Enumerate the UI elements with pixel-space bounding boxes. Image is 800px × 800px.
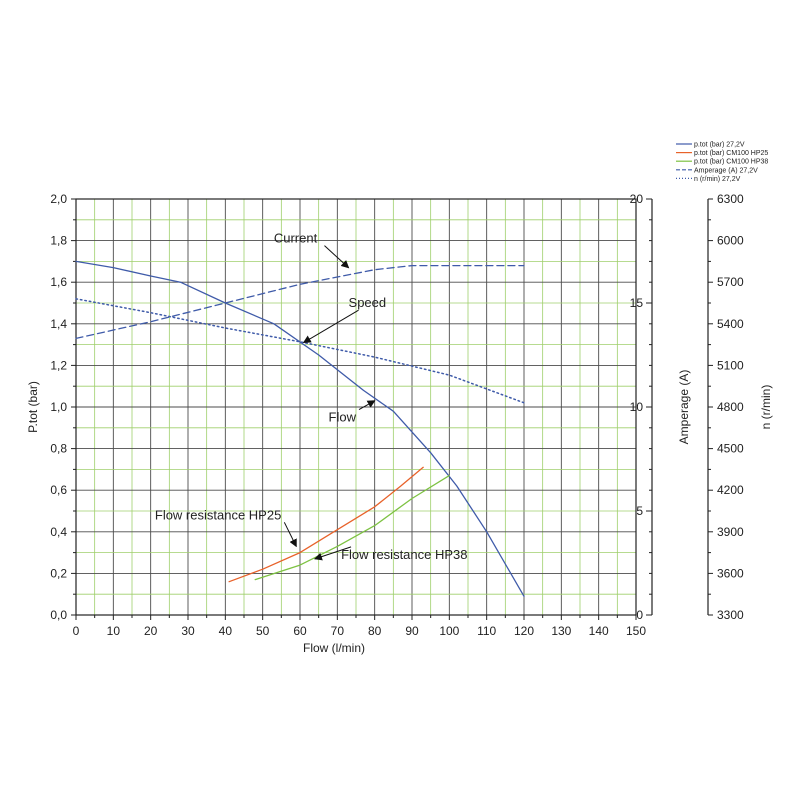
x-tick-label: 130 xyxy=(551,624,571,638)
rpm-tick-label: 6000 xyxy=(717,234,744,248)
rpm-tick-label: 5400 xyxy=(717,317,744,331)
y-left-tick-label: 1,0 xyxy=(50,400,67,414)
y-left-tick-label: 0,8 xyxy=(50,442,67,456)
axes: 0 10 20 30 40 50 60 70 80 90 100 110 120 130 140 150Flo… xyxy=(26,192,773,655)
y-left-tick-label: 0,4 xyxy=(50,525,67,539)
y-left-tick-label: 1,2 xyxy=(50,358,67,372)
y-left-tick-label: 0,6 xyxy=(50,483,67,497)
x-tick-label: 90 xyxy=(405,624,419,638)
y-left-tick-label: 1,4 xyxy=(50,317,67,331)
rpm-tick-label: 4500 xyxy=(717,442,744,456)
y-left-tick-label: 0,0 xyxy=(50,608,67,622)
series-line-3 xyxy=(254,474,450,581)
y-left-axis-label: P.tot (bar) xyxy=(26,381,40,433)
rpm-tick-label: 5700 xyxy=(717,275,744,289)
rpm-tick-label: 3900 xyxy=(717,525,744,539)
series-line-4 xyxy=(75,264,525,340)
annotation-arrow-1 xyxy=(324,245,350,269)
amperage-axis-label: Amperage (A) xyxy=(677,370,691,445)
rpm-tick-label: 5100 xyxy=(717,358,744,372)
series-line-1 xyxy=(75,260,525,597)
rpm-axis-label: n (r/min) xyxy=(759,385,773,430)
x-tick-label: 70 xyxy=(331,624,345,638)
annotation-arrow-3 xyxy=(358,400,376,410)
x-tick-label: 80 xyxy=(368,624,382,638)
amperage-tick-label: 10 xyxy=(630,400,644,414)
amperage-tick-label: 20 xyxy=(630,192,644,206)
x-tick-label: 140 xyxy=(589,624,609,638)
y-left-tick-label: 1,6 xyxy=(50,275,67,289)
series-lines xyxy=(75,260,525,597)
amperage-tick-label: 5 xyxy=(636,504,643,518)
x-tick-label: 120 xyxy=(514,624,534,638)
rpm-tick-label: 4800 xyxy=(717,400,744,414)
annotation-arrow-5 xyxy=(313,546,352,561)
x-tick-label: 50 xyxy=(256,624,270,638)
amperage-tick-label: 15 xyxy=(630,296,644,310)
x-tick-label: 30 xyxy=(181,624,195,638)
x-tick-label: 10 xyxy=(107,624,121,638)
annotation-label-3: Flow xyxy=(329,410,357,425)
x-tick-label: 100 xyxy=(439,624,459,638)
annotation-label-5: Flow resistance HP38 xyxy=(341,547,467,562)
x-tick-label: 150 xyxy=(626,624,646,638)
x-tick-label: 40 xyxy=(219,624,233,638)
legend-entry-2: p.tot (bar) CM100 HP25 xyxy=(694,150,768,157)
legend-entry-3: p.tot (bar) CM100 HP38 xyxy=(694,159,768,166)
rpm-tick-label: 6300 xyxy=(717,192,744,206)
annotations: Current Speed Flow Flow resistance HP25 Flow… xyxy=(155,231,468,562)
y-left-tick-label: 0,2 xyxy=(50,566,67,580)
rpm-tick-label: 3300 xyxy=(717,608,744,622)
x-tick-label: 20 xyxy=(144,624,158,638)
x-tick-label: 0 xyxy=(73,624,80,638)
legend-entry-1: p.tot (bar) 27,2V xyxy=(694,142,745,149)
series-line-5 xyxy=(75,298,525,404)
annotation-label-2: Speed xyxy=(349,295,387,310)
y-left-tick-label: 1,8 xyxy=(50,234,67,248)
amperage-tick-label: 0 xyxy=(636,608,643,622)
legend-entry-4: Amperage (A) 27,2V xyxy=(694,167,758,174)
legend-entry-5: n (r/min) 27,2V xyxy=(694,176,741,183)
x-tick-label: 110 xyxy=(477,624,496,638)
annotation-label-1: Current xyxy=(274,231,318,246)
y-left-tick-label: 2,0 xyxy=(50,192,67,206)
x-axis-label: Flow (l/min) xyxy=(303,641,365,655)
annotation-label-4: Flow resistance HP25 xyxy=(155,507,281,522)
legend: p.tot (bar) 27,2Vp.tot (bar) CM100 HP25 p… xyxy=(676,142,768,183)
annotation-arrow-4 xyxy=(283,522,297,548)
annotation-arrow-2 xyxy=(302,309,359,344)
series-line-2 xyxy=(228,466,424,583)
rpm-tick-label: 3600 xyxy=(717,566,744,580)
x-tick-label: 60 xyxy=(293,624,307,638)
rpm-tick-label: 4200 xyxy=(717,483,744,497)
